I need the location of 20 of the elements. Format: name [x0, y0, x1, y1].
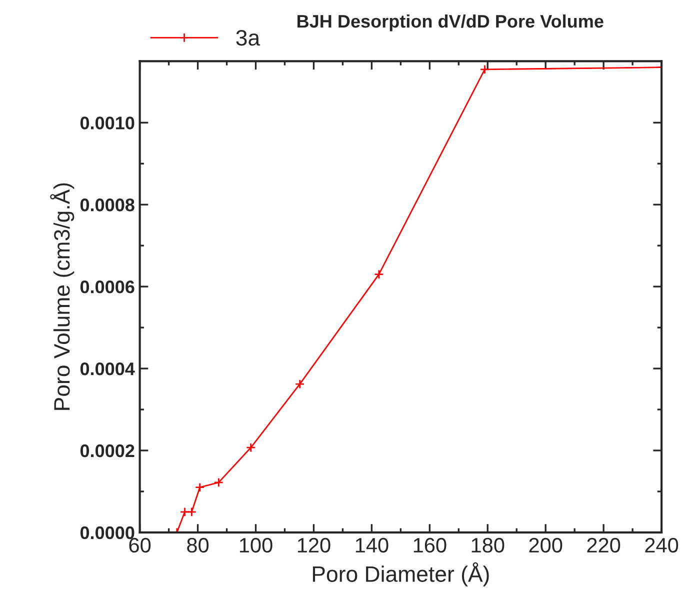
x-axis-title: Poro Diameter (Å)	[312, 562, 489, 586]
x-tick-label: 180	[472, 538, 504, 553]
x-tick-label: 140	[356, 538, 388, 553]
y-tick-label: 0.0006	[80, 280, 134, 294]
legend-label: 3a	[236, 30, 260, 46]
chart-title: BJH Desorption dV/dD Pore Volume	[298, 14, 604, 32]
x-tick-label: 80	[187, 538, 209, 553]
y-tick-label: 0.0008	[80, 198, 134, 212]
x-tick-label: 160	[414, 538, 446, 553]
x-tick-label: 200	[529, 538, 562, 553]
x-tick-label: 100	[240, 538, 272, 553]
y-tick-label: 0.0002	[80, 444, 134, 458]
y-tick-label: 0.0000	[80, 526, 134, 540]
y-tick-label: 0.0010	[80, 116, 134, 130]
y-tick-label: 0.0004	[80, 362, 135, 376]
y-axis-title: Poro Volume (cm3/g.Å)	[50, 183, 74, 410]
x-tick-label: 60	[129, 538, 151, 553]
x-tick-label: 220	[587, 538, 620, 553]
x-tick-label: 120	[298, 538, 330, 553]
x-tick-label: 240	[645, 538, 678, 553]
